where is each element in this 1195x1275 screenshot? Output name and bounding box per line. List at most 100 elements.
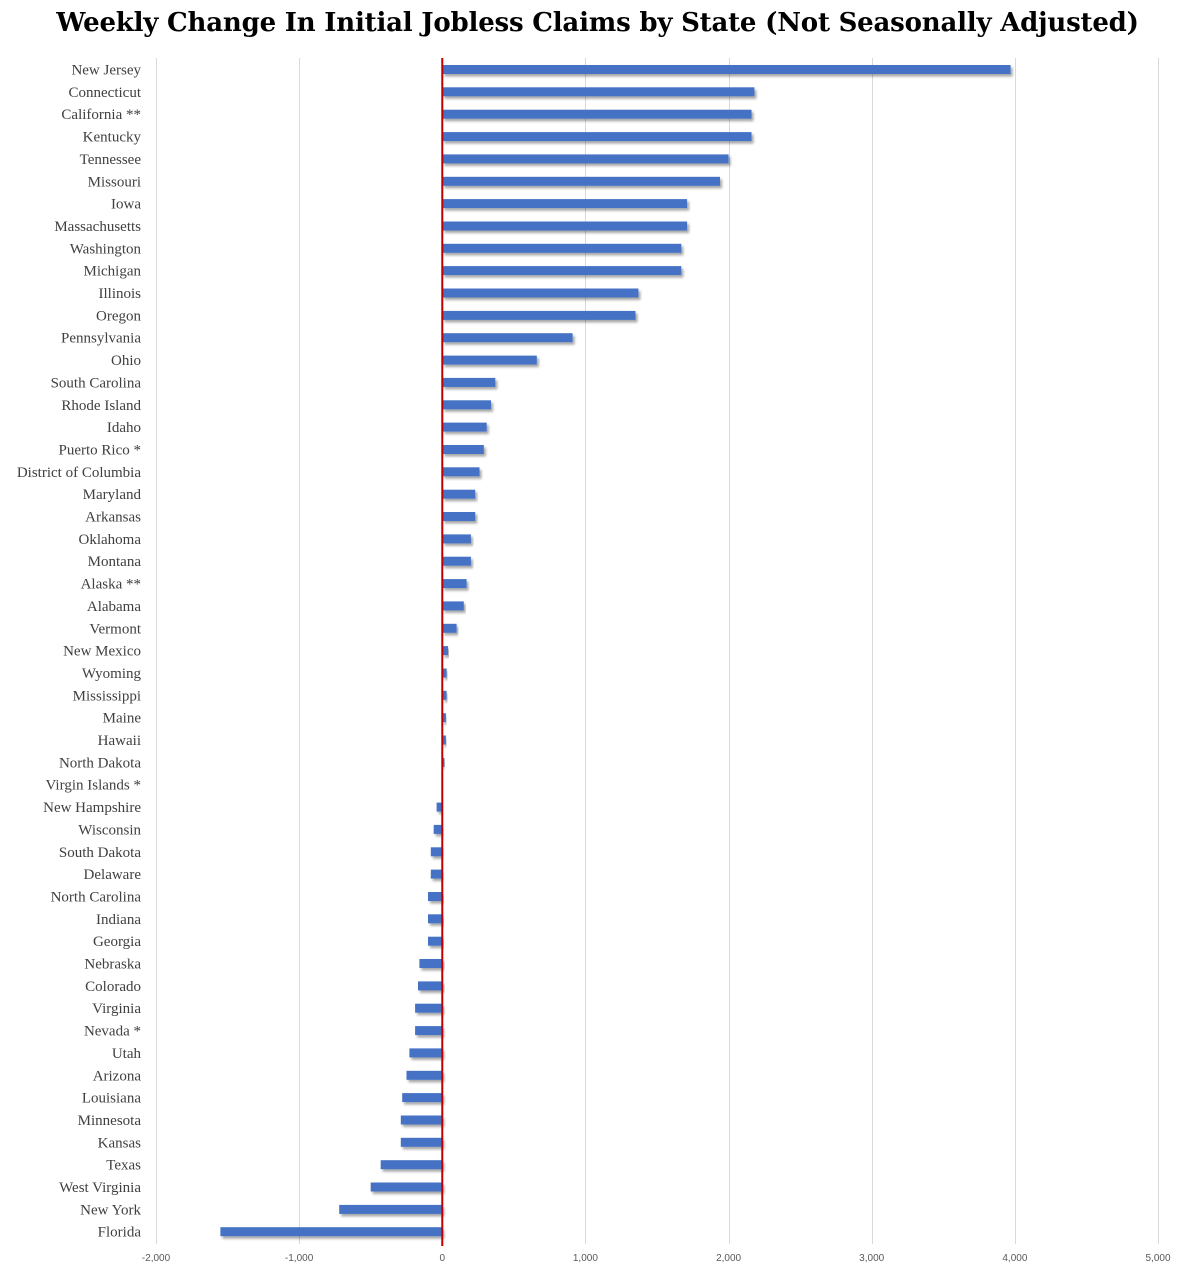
bar: [442, 243, 682, 253]
bar: [430, 847, 443, 857]
bar: [419, 959, 443, 968]
bar: [418, 981, 443, 991]
category-label: New Hampshire: [43, 800, 141, 816]
category-label: Washington: [70, 241, 142, 257]
bar: [400, 1137, 443, 1147]
category-label: South Carolina: [51, 375, 142, 391]
category-label: Utah: [112, 1046, 142, 1062]
category-label: Florida: [98, 1225, 142, 1241]
bar: [400, 1115, 443, 1125]
category-label: Missouri: [88, 174, 141, 190]
x-axis-ticks: -2,000 -1,000 0 1,000 2,000 3,000 4,000 5,000: [142, 1253, 1171, 1264]
category-labels: New Jersey Connecticut California ** Kentuc…: [17, 63, 142, 1241]
bar: [442, 355, 537, 365]
bar: [442, 310, 636, 320]
category-label: California **: [61, 107, 141, 123]
category-label: South Dakota: [59, 845, 141, 861]
x-tick-label: 2,000: [716, 1253, 741, 1264]
category-label: Virginia: [92, 1001, 141, 1017]
bar: [442, 489, 476, 499]
bar: [442, 467, 480, 477]
category-label: Kansas: [98, 1135, 141, 1151]
bar: [415, 1026, 443, 1036]
bar: [442, 176, 720, 186]
bar: [409, 1048, 443, 1058]
x-tick-label: 4,000: [1002, 1253, 1027, 1264]
category-label: Rhode Island: [61, 398, 141, 414]
category-label: Minnesota: [78, 1113, 142, 1129]
category-label: Maine: [103, 711, 142, 727]
category-label: Wisconsin: [78, 822, 141, 838]
x-tick-label: 5,000: [1145, 1253, 1170, 1264]
bar: [442, 221, 688, 231]
x-tick-label: 3,000: [859, 1253, 884, 1264]
category-label: Connecticut: [69, 85, 142, 101]
bar: [436, 802, 443, 812]
bar: [442, 109, 752, 119]
x-tick-label: 1,000: [573, 1253, 598, 1264]
bar: [442, 735, 446, 745]
bars: [220, 65, 1011, 1237]
x-tick-label: -2,000: [142, 1253, 171, 1264]
bar: [442, 668, 447, 678]
category-label: Arizona: [93, 1068, 142, 1084]
category-label: Idaho: [107, 420, 141, 436]
category-label: Wyoming: [82, 666, 142, 682]
bar: [442, 65, 1011, 74]
bar: [442, 601, 464, 611]
bar: [370, 1182, 443, 1192]
category-label: Texas: [106, 1158, 141, 1174]
category-label: Iowa: [111, 197, 141, 213]
bar: [442, 288, 639, 298]
category-label: Oregon: [96, 308, 141, 324]
category-label: Maryland: [83, 487, 142, 503]
category-label: New York: [80, 1202, 141, 1218]
bar: [442, 445, 484, 454]
bar: [442, 512, 476, 521]
category-label: Pennsylvania: [61, 331, 141, 347]
bar: [442, 556, 471, 566]
category-label: North Carolina: [51, 890, 142, 906]
bar: [433, 824, 443, 834]
category-label: Michigan: [84, 264, 142, 280]
bar: [442, 646, 448, 656]
category-label: Alaska **: [81, 577, 141, 593]
bar: [428, 914, 443, 924]
category-label: Georgia: [93, 934, 141, 950]
bar: [380, 1160, 443, 1170]
category-label: Indiana: [96, 912, 141, 928]
x-tick-label: 0: [440, 1253, 446, 1264]
bar: [428, 892, 443, 901]
bar: [442, 154, 729, 164]
category-label: Louisiana: [82, 1091, 141, 1107]
bar: [406, 1070, 443, 1080]
x-tick-label: -1,000: [285, 1253, 314, 1264]
category-label: Nevada *: [84, 1024, 141, 1040]
category-label: Arkansas: [85, 510, 141, 526]
bar: [442, 266, 682, 276]
bar: [220, 1227, 443, 1237]
category-label: New Mexico: [63, 644, 141, 660]
category-label: Colorado: [85, 979, 141, 995]
bar: [442, 713, 446, 723]
category-label: Ohio: [111, 353, 141, 369]
category-label: Vermont: [89, 621, 141, 637]
bar: [442, 87, 755, 97]
bar: [442, 757, 445, 767]
bar: [442, 422, 487, 432]
category-label: Mississippi: [73, 688, 141, 704]
bar: [442, 132, 752, 142]
bar: [442, 623, 457, 633]
category-label: Kentucky: [83, 130, 142, 146]
category-label: Hawaii: [98, 733, 141, 749]
bar: [442, 534, 471, 544]
category-label: Alabama: [87, 599, 141, 615]
chart-title: Weekly Change In Initial Jobless Claims …: [56, 8, 1139, 38]
bar: [442, 400, 491, 410]
bar: [428, 936, 443, 946]
category-label: District of Columbia: [17, 465, 141, 481]
category-label: Illinois: [98, 286, 141, 302]
bar: [442, 199, 688, 209]
bar: [442, 377, 496, 387]
